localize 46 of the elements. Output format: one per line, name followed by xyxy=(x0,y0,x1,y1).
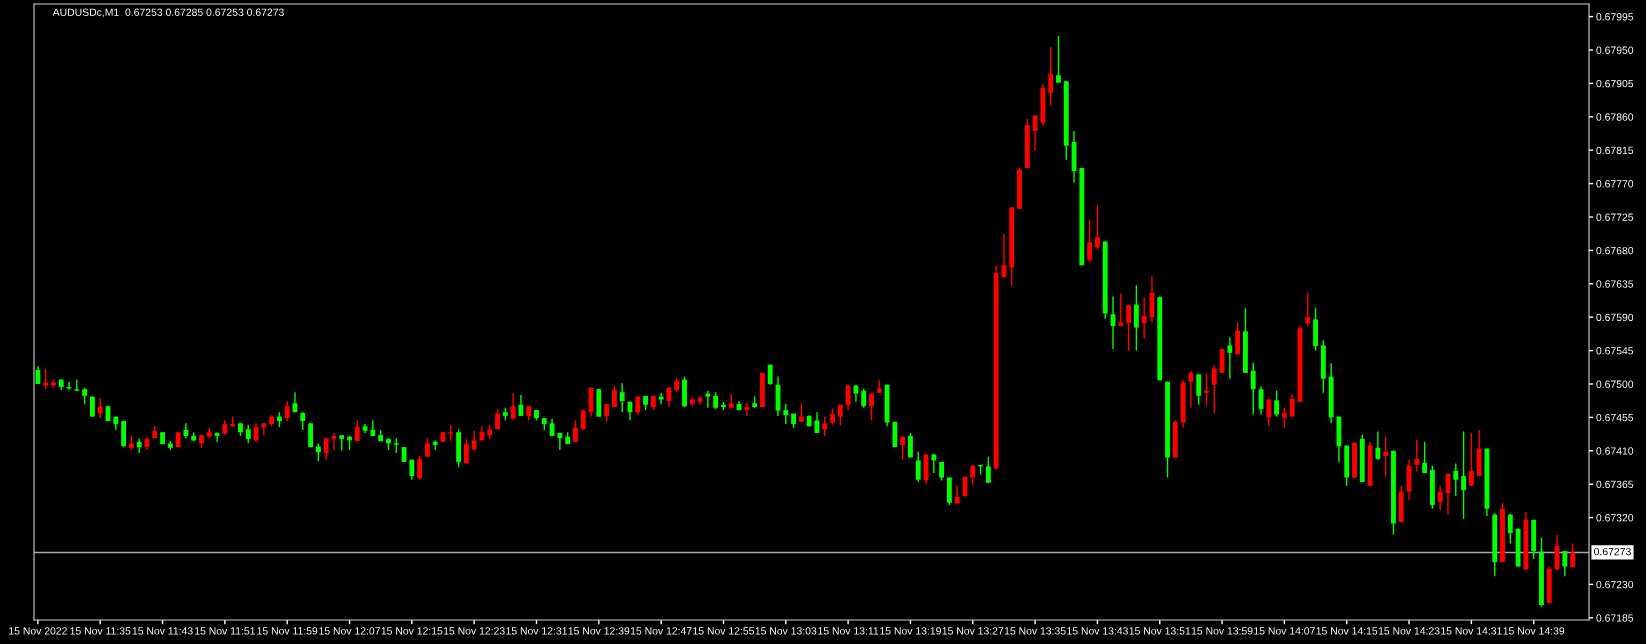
ref-line-label: 0.67273 xyxy=(1594,547,1631,556)
x-tick-label: 15 Nov 12:39 xyxy=(568,627,630,635)
candlestick xyxy=(892,421,898,448)
x-tick-label: 15 Nov 12:55 xyxy=(693,627,755,635)
y-tick-label: 0.67950 xyxy=(1596,46,1634,54)
y-tick-label: 0.67815 xyxy=(1596,146,1634,155)
x-tick-label: 15 Nov 11:59 xyxy=(257,627,318,635)
x-tick-label: 15 Nov 11:51 xyxy=(195,627,255,635)
x-tick-label: 15 Nov 13:19 xyxy=(880,627,941,635)
y-tick-label: 0.67410 xyxy=(1596,447,1634,455)
y-tick-label: 0.67905 xyxy=(1596,79,1634,88)
x-tick-label: 15 Nov 13:59 xyxy=(1191,627,1253,635)
y-tick-label: 0.67635 xyxy=(1596,280,1634,288)
y-tick-label: 0.67230 xyxy=(1596,580,1634,589)
y-tick-label: 0.67500 xyxy=(1596,380,1634,388)
x-tick-label: 15 Nov 12:31 xyxy=(506,627,567,635)
x-tick-label: 15 Nov 13:35 xyxy=(1004,627,1066,635)
chart-title: AUDUSDc,M1 0.67253 0.67285 0.67253 0.67273 xyxy=(52,8,284,18)
x-tick-label: 15 Nov 12:15 xyxy=(381,627,443,635)
x-tick-label: 15 Nov 13:51 xyxy=(1129,627,1191,635)
x-tick-label: 15 Nov 14:39 xyxy=(1503,627,1565,635)
x-tick-label: 15 Nov 13:43 xyxy=(1067,627,1128,635)
x-tick-label: 15 Nov 11:43 xyxy=(132,627,193,635)
x-tick-label: 15 Nov 13:03 xyxy=(755,627,817,635)
y-tick-label: 0.67590 xyxy=(1596,313,1634,322)
x-tick-label: 15 Nov 12:07 xyxy=(319,627,380,635)
x-tick-label: 15 Nov 14:31 xyxy=(1441,627,1502,635)
y-tick-label: 0.67770 xyxy=(1596,180,1634,188)
y-tick-label: 0.67545 xyxy=(1596,347,1634,355)
y-tick-label: 0.67680 xyxy=(1596,246,1634,255)
x-tick-label: 15 Nov 13:27 xyxy=(942,627,1004,635)
y-tick-label: 0.67725 xyxy=(1596,213,1634,221)
x-tick-label: 15 Nov 14:15 xyxy=(1316,627,1378,635)
y-tick-label: 0.67860 xyxy=(1596,113,1634,121)
y-tick-label: 0.67995 xyxy=(1596,13,1634,21)
y-tick-label: 0.67365 xyxy=(1596,480,1634,489)
x-tick-label: 15 Nov 12:47 xyxy=(630,627,692,635)
y-tick-label: 0.67320 xyxy=(1596,514,1634,522)
x-tick-label: 15 Nov 13:11 xyxy=(818,627,879,635)
y-tick-label: 0.67455 xyxy=(1596,413,1634,422)
y-tick-label: 0.67185 xyxy=(1596,614,1634,622)
x-tick-label: 15 Nov 2022 xyxy=(9,627,67,635)
x-tick-label: 15 Nov 12:23 xyxy=(443,627,505,635)
x-tick-label: 15 Nov 14:07 xyxy=(1254,627,1315,635)
x-tick-label: 15 Nov 11:35 xyxy=(70,627,131,635)
x-tick-label: 15 Nov 14:23 xyxy=(1378,627,1440,635)
